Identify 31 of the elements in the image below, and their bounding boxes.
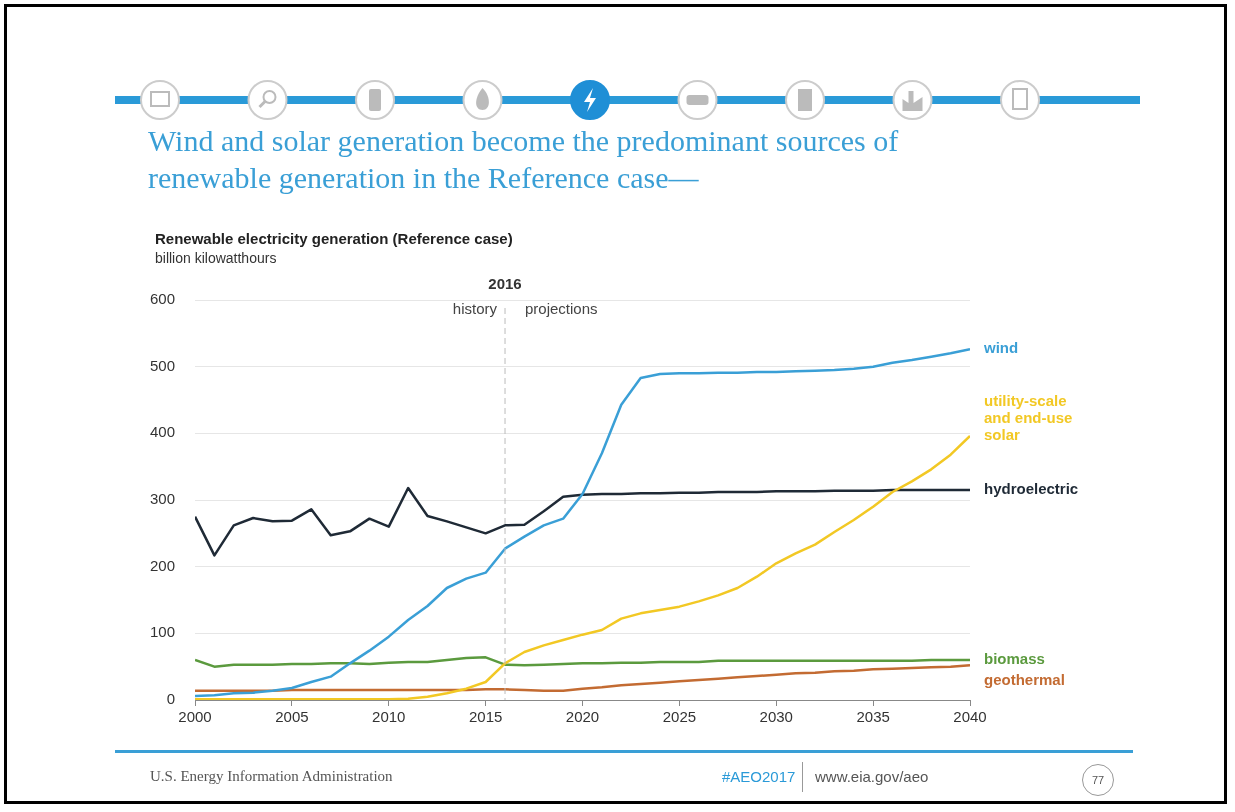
series-label: hydroelectric [984,480,1079,498]
chart-title: Wind and solar generation become the predominant sources of renewable generation in the Reference case— [148,123,900,196]
x-tick-label: 2025 [662,708,697,726]
y-tick-label: 400 [150,423,176,441]
text: www.eia.gov/aeo [815,768,929,785]
series-label: utility-scale and end-use solar [984,392,1073,444]
x-tick-label: 2010 [372,708,406,726]
y-axis-title: billion kilowatthours [155,250,277,266]
x-tick-label: 2030 [759,708,793,726]
text: #AEO2017 [722,768,796,785]
series-label: wind [983,339,1019,357]
text: 77 [1082,764,1114,796]
x-tick-label: 2035 [856,708,890,726]
x-tick-label: 2000 [178,708,212,726]
x-tick-label: 2015 [468,708,503,726]
y-tick-label: 300 [150,490,176,508]
series-label: geothermal [984,671,1065,689]
y-tick-label: 100 [150,623,176,641]
chart-subtitle: Renewable electricity generation (Reference case) [155,230,513,247]
y-tick-label: 500 [150,356,176,374]
ref-line-label: 2016 [488,274,522,292]
text: U.S. Energy Information Administration [150,768,393,785]
y-tick-label: 600 [150,290,176,308]
annotation: history [452,300,498,318]
y-tick-label: 0 [166,690,176,708]
series-label: biomass [984,650,1045,668]
annotation: projections [525,300,598,318]
x-tick-label: 2040 [953,708,987,726]
x-tick-label: 2005 [275,708,309,726]
x-tick-label: 2020 [565,708,600,726]
y-tick-label: 200 [150,556,176,574]
